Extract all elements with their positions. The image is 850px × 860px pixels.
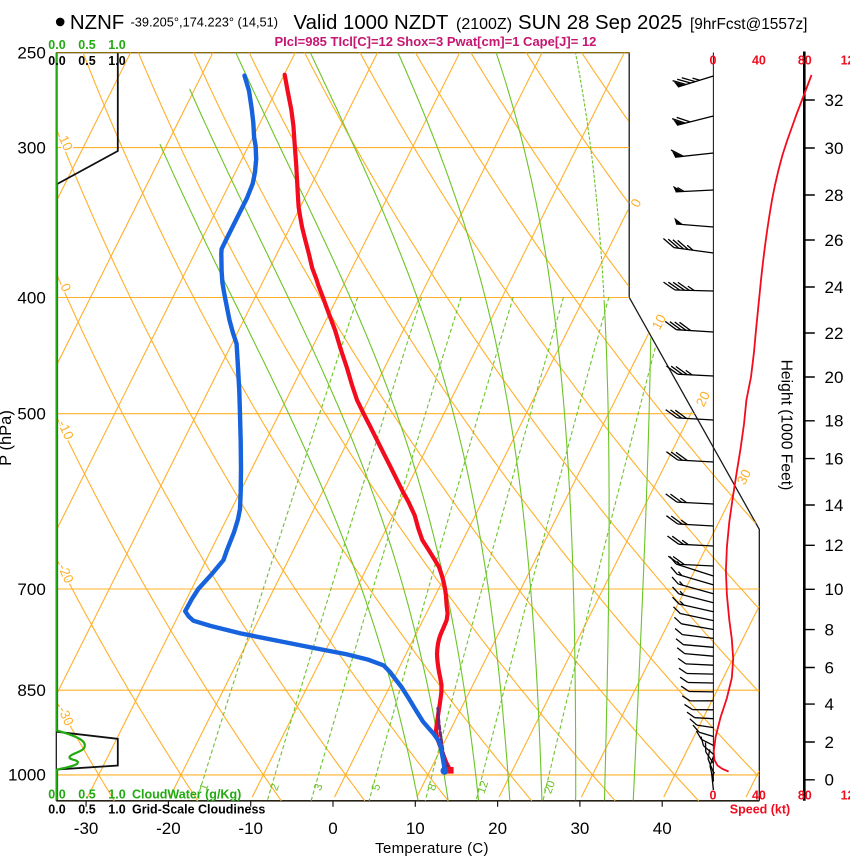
svg-text:0.0: 0.0 — [48, 788, 65, 802]
svg-text:NZNF: NZNF — [70, 12, 124, 34]
svg-text:0: 0 — [710, 54, 717, 68]
svg-text:Height (1000 Feet): Height (1000 Feet) — [778, 360, 795, 491]
svg-text:10: 10 — [825, 580, 844, 599]
svg-text:40: 40 — [752, 54, 766, 68]
svg-text:300: 300 — [17, 138, 45, 157]
svg-text:-20: -20 — [156, 819, 181, 838]
svg-text:0.5: 0.5 — [78, 38, 95, 52]
svg-text:0.5: 0.5 — [78, 54, 95, 68]
svg-text:26: 26 — [825, 231, 844, 250]
svg-text:120: 120 — [841, 789, 850, 803]
svg-text:PIcl=985 TIcl[C]=12 Shox=3 Pwa: PIcl=985 TIcl[C]=12 Shox=3 Pwat[cm]=1 Ca… — [275, 34, 597, 49]
svg-text:22: 22 — [825, 324, 844, 343]
svg-text:1.0: 1.0 — [108, 788, 125, 802]
svg-text:12: 12 — [476, 779, 492, 795]
svg-text:2: 2 — [825, 733, 834, 752]
svg-text:30: 30 — [570, 819, 589, 838]
svg-text:0.5: 0.5 — [78, 803, 95, 817]
svg-text:4: 4 — [825, 695, 834, 714]
svg-text:Valid 1000 NZDT: Valid 1000 NZDT — [294, 12, 449, 34]
svg-text:1.0: 1.0 — [108, 803, 125, 817]
svg-text:SUN 28 Sep 2025: SUN 28 Sep 2025 — [518, 12, 682, 34]
svg-text:1000: 1000 — [8, 766, 46, 785]
svg-text:14: 14 — [825, 496, 844, 515]
svg-text:12: 12 — [825, 536, 844, 555]
svg-text:-30: -30 — [74, 819, 99, 838]
svg-text:250: 250 — [17, 43, 45, 62]
svg-text:1.0: 1.0 — [108, 38, 125, 52]
svg-text:0.0: 0.0 — [48, 803, 65, 817]
svg-text:10: 10 — [406, 819, 425, 838]
svg-text:Speed (kt): Speed (kt) — [730, 803, 790, 817]
svg-text:P (hPa): P (hPa) — [0, 410, 15, 466]
svg-text:700: 700 — [17, 580, 45, 599]
svg-text:32: 32 — [825, 91, 844, 110]
svg-text:0.0: 0.0 — [48, 38, 65, 52]
svg-text:0.0: 0.0 — [48, 54, 65, 68]
svg-text:[9hrFcst@1557z]: [9hrFcst@1557z] — [690, 16, 807, 33]
svg-text:120: 120 — [841, 54, 850, 68]
svg-text:(2100Z): (2100Z) — [456, 16, 512, 33]
svg-text:Temperature (C): Temperature (C) — [375, 840, 489, 857]
svg-text:0: 0 — [328, 819, 337, 838]
svg-text:2: 2 — [269, 782, 282, 792]
svg-text:20: 20 — [825, 368, 844, 387]
svg-text:8: 8 — [825, 621, 834, 640]
svg-text:0: 0 — [825, 771, 834, 790]
svg-text:5: 5 — [370, 782, 383, 792]
svg-text:1.0: 1.0 — [108, 54, 125, 68]
svg-text:8: 8 — [426, 782, 439, 792]
svg-text:3: 3 — [312, 782, 325, 792]
svg-text:40: 40 — [653, 819, 672, 838]
svg-text:0.5: 0.5 — [78, 788, 95, 802]
svg-text:18: 18 — [825, 412, 844, 431]
svg-text:0: 0 — [710, 789, 717, 803]
svg-text:-10: -10 — [238, 819, 263, 838]
svg-text:16: 16 — [825, 450, 844, 469]
svg-text:400: 400 — [17, 288, 45, 307]
svg-text:80: 80 — [798, 789, 812, 803]
svg-text:20: 20 — [542, 779, 558, 795]
svg-text:Grid-Scale Cloudiness: Grid-Scale Cloudiness — [132, 803, 265, 817]
svg-text:850: 850 — [17, 681, 45, 700]
svg-text:80: 80 — [798, 54, 812, 68]
svg-text:-39.205°,174.223° (14,51): -39.205°,174.223° (14,51) — [131, 15, 279, 30]
svg-text:28: 28 — [825, 186, 844, 205]
svg-text:1: 1 — [198, 782, 211, 792]
svg-text:CloudWater (g/Kg): CloudWater (g/Kg) — [132, 788, 241, 802]
svg-text:30: 30 — [825, 139, 844, 158]
svg-text:6: 6 — [825, 658, 834, 677]
svg-text:500: 500 — [17, 405, 45, 424]
svg-text:24: 24 — [825, 278, 844, 297]
svg-text:40: 40 — [752, 789, 766, 803]
svg-text:20: 20 — [488, 819, 507, 838]
